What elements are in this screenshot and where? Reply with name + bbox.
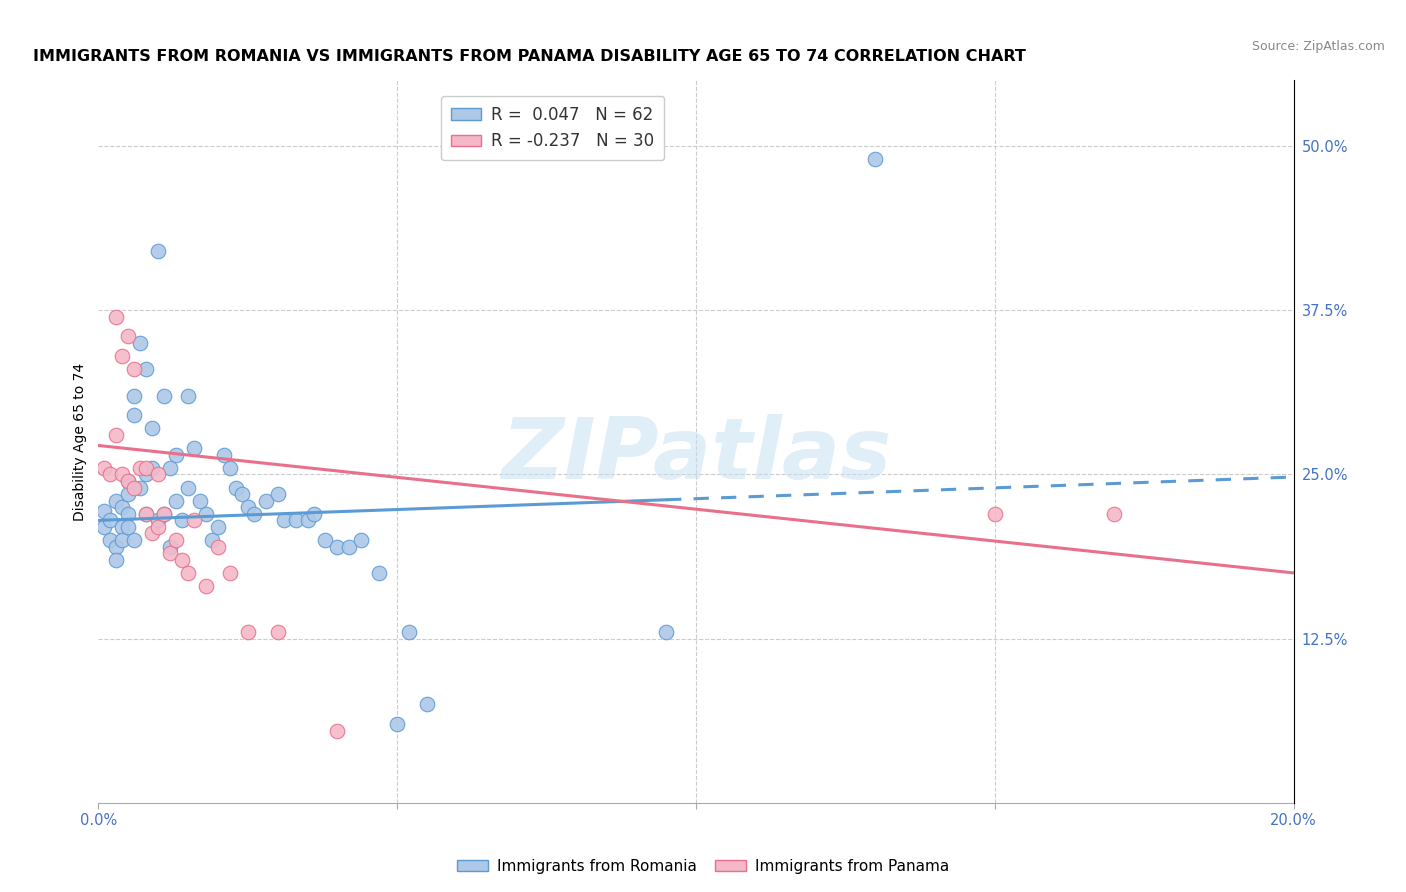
Point	[117, 474, 139, 488]
Point	[231, 487, 253, 501]
Point	[177, 481, 200, 495]
Point	[129, 336, 152, 351]
Point	[177, 388, 200, 402]
Point	[148, 467, 170, 482]
Point	[124, 388, 146, 402]
Point	[165, 533, 187, 547]
Point	[93, 504, 115, 518]
Point	[124, 409, 146, 423]
Point	[267, 487, 290, 501]
Point	[153, 507, 176, 521]
Point	[212, 448, 235, 462]
Point	[236, 625, 259, 640]
Point	[172, 553, 194, 567]
Point	[111, 349, 134, 363]
Point	[243, 507, 266, 521]
Point	[385, 717, 409, 731]
Point	[165, 493, 187, 508]
Text: ZIPatlas: ZIPatlas	[501, 415, 891, 498]
Legend: R =  0.047   N = 62, R = -0.237   N = 30: R = 0.047 N = 62, R = -0.237 N = 30	[441, 95, 664, 161]
Point	[135, 460, 157, 475]
Point	[219, 566, 242, 580]
Point	[159, 460, 181, 475]
Point	[117, 474, 139, 488]
Point	[117, 507, 139, 521]
Point	[984, 507, 1007, 521]
Point	[326, 723, 349, 738]
Point	[93, 520, 115, 534]
Point	[111, 533, 134, 547]
Point	[416, 698, 439, 712]
Point	[236, 500, 259, 515]
Point	[188, 493, 211, 508]
Point	[207, 520, 229, 534]
Point	[225, 481, 247, 495]
Point	[135, 467, 157, 482]
Point	[148, 244, 170, 258]
Point	[105, 493, 128, 508]
Point	[368, 566, 391, 580]
Point	[98, 467, 122, 482]
Point	[105, 310, 128, 324]
Point	[105, 553, 128, 567]
Point	[98, 533, 122, 547]
Point	[129, 481, 152, 495]
Point	[177, 566, 200, 580]
Point	[326, 540, 349, 554]
Point	[135, 507, 157, 521]
Point	[141, 460, 163, 475]
Point	[117, 520, 139, 534]
Point	[350, 533, 373, 547]
Point	[141, 421, 163, 435]
Point	[195, 507, 218, 521]
Point	[297, 513, 319, 527]
Point	[398, 625, 420, 640]
Point	[302, 507, 325, 521]
Legend: Immigrants from Romania, Immigrants from Panama: Immigrants from Romania, Immigrants from…	[451, 853, 955, 880]
Point	[98, 513, 122, 527]
Point	[865, 152, 887, 166]
Point	[219, 460, 242, 475]
Point	[655, 625, 678, 640]
Point	[148, 513, 170, 527]
Point	[117, 329, 139, 343]
Point	[339, 540, 361, 554]
Point	[105, 428, 128, 442]
Point	[111, 467, 134, 482]
Point	[267, 625, 290, 640]
Text: IMMIGRANTS FROM ROMANIA VS IMMIGRANTS FROM PANAMA DISABILITY AGE 65 TO 74 CORREL: IMMIGRANTS FROM ROMANIA VS IMMIGRANTS FR…	[32, 49, 1025, 64]
Point	[1104, 507, 1126, 521]
Text: Source: ZipAtlas.com: Source: ZipAtlas.com	[1251, 40, 1385, 54]
Point	[159, 546, 181, 560]
Point	[201, 533, 224, 547]
Point	[124, 481, 146, 495]
Point	[93, 460, 115, 475]
Point	[135, 362, 157, 376]
Point	[148, 520, 170, 534]
Point	[124, 362, 146, 376]
Point	[284, 513, 307, 527]
Point	[273, 513, 295, 527]
Point	[172, 513, 194, 527]
Point	[183, 513, 205, 527]
Point	[165, 448, 187, 462]
Point	[195, 579, 218, 593]
Point	[315, 533, 337, 547]
Point	[111, 520, 134, 534]
Point	[129, 460, 152, 475]
Point	[254, 493, 277, 508]
Point	[183, 441, 205, 455]
Point	[135, 507, 157, 521]
Point	[117, 487, 139, 501]
Point	[207, 540, 229, 554]
Point	[153, 388, 176, 402]
Point	[124, 533, 146, 547]
Point	[111, 500, 134, 515]
Point	[141, 526, 163, 541]
Point	[105, 540, 128, 554]
Y-axis label: Disability Age 65 to 74: Disability Age 65 to 74	[73, 362, 87, 521]
Point	[153, 507, 176, 521]
Point	[159, 540, 181, 554]
